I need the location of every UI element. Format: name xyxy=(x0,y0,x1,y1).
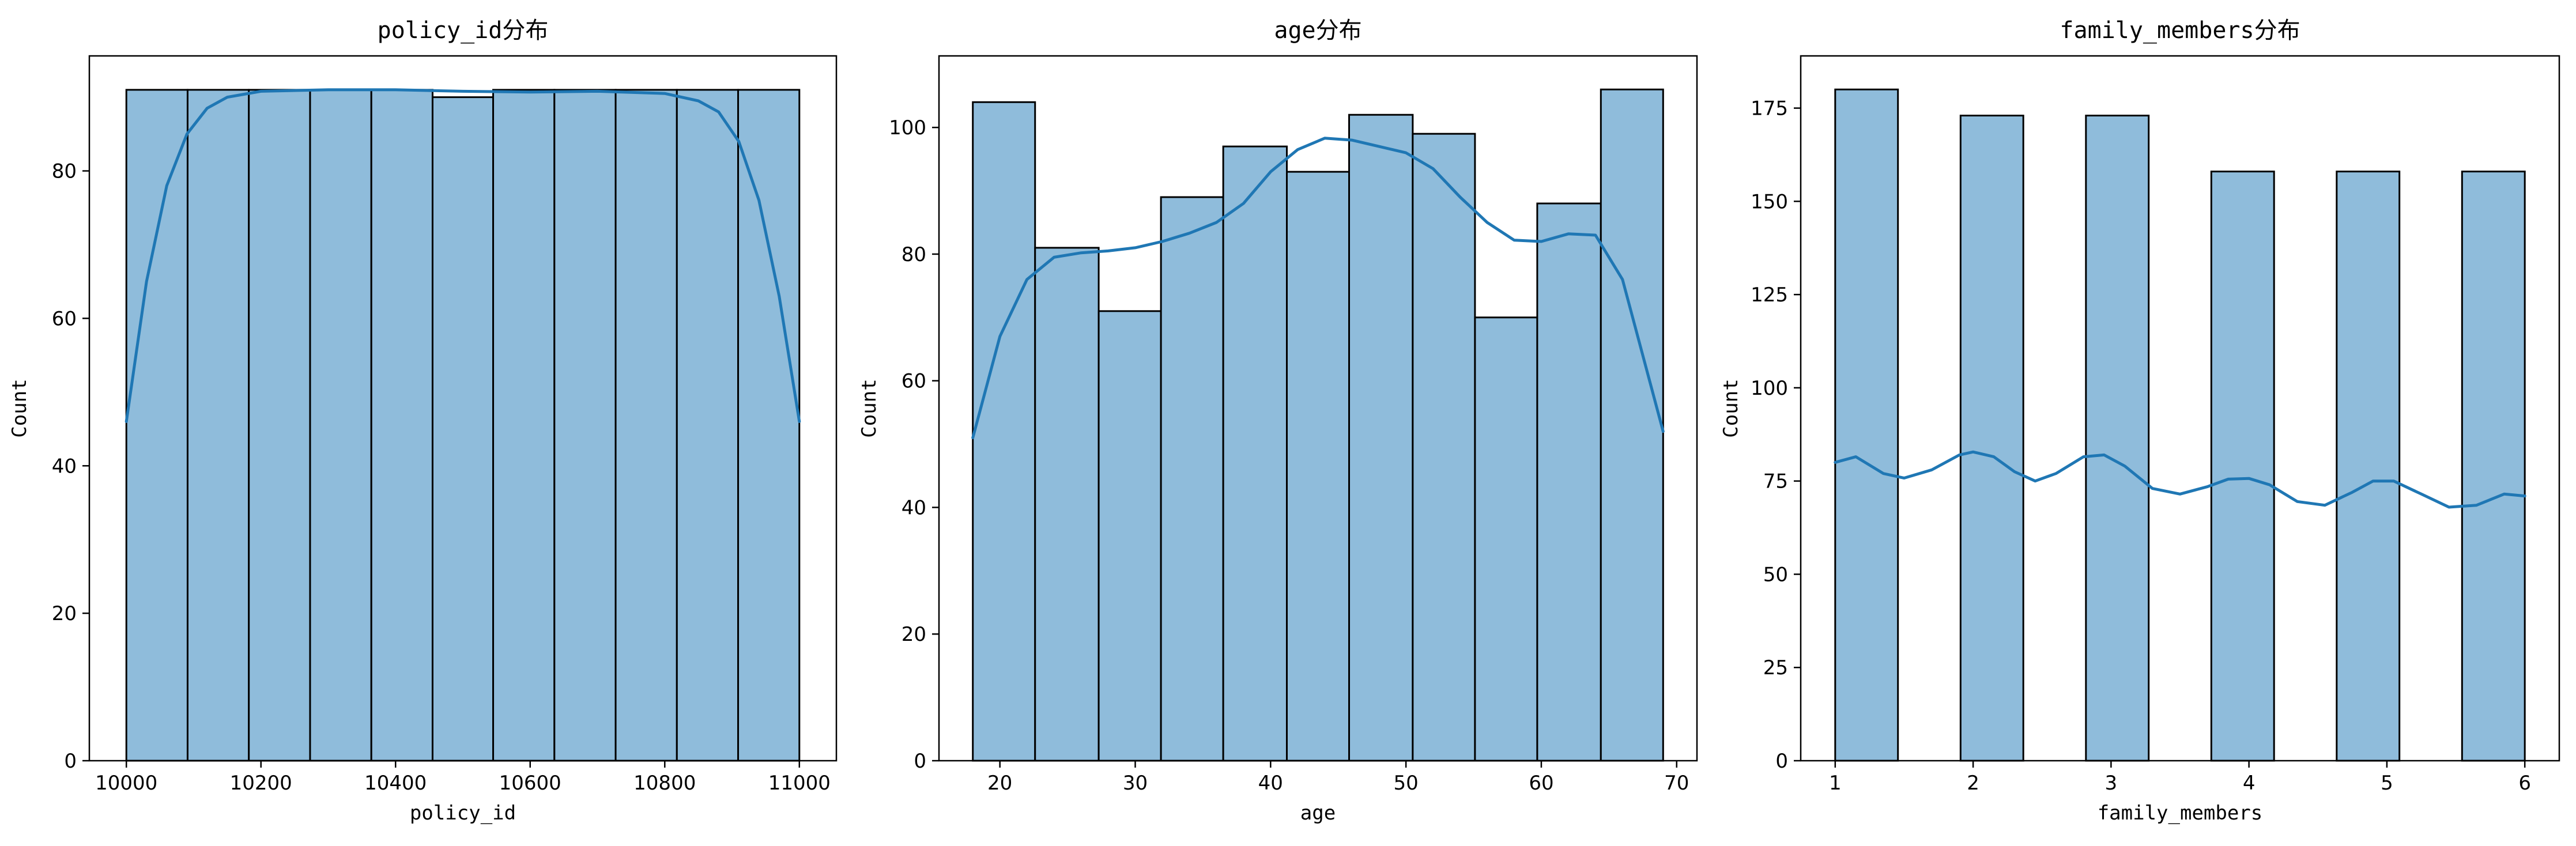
x-tick-label: 10400 xyxy=(364,772,427,795)
histogram-bar xyxy=(737,89,801,762)
y-tick-label: 100 xyxy=(1751,377,1788,400)
x-tick-label: 10800 xyxy=(633,772,696,795)
histogram-bar xyxy=(553,89,617,762)
x-tick-label: 20 xyxy=(987,772,1012,795)
y-axis-label: Count xyxy=(8,379,31,437)
histogram-bar xyxy=(2336,171,2401,762)
histogram-bar xyxy=(186,89,250,762)
histogram-bar xyxy=(2461,171,2526,762)
y-tick-label: 0 xyxy=(1775,750,1788,773)
y-tick-label: 40 xyxy=(902,496,926,519)
histogram-bar xyxy=(2210,171,2275,762)
x-tick-label: 5 xyxy=(2381,772,2393,795)
histogram-bar xyxy=(1412,133,1476,762)
histogram-bar xyxy=(492,89,556,762)
y-tick-label: 0 xyxy=(64,750,77,773)
histogram-bar xyxy=(1348,114,1414,762)
chart-title: family_members分布 xyxy=(2060,17,2300,44)
histogram-bar xyxy=(309,89,372,762)
y-tick-label: 80 xyxy=(52,160,77,183)
x-tick-label: 2 xyxy=(1967,772,1979,795)
histogram-bar xyxy=(1834,88,1899,762)
x-axis-label: policy_id xyxy=(410,802,516,825)
axes-frame xyxy=(938,55,1698,762)
y-tick-label: 80 xyxy=(902,243,926,266)
histogram-bar xyxy=(972,101,1036,762)
histogram-bar xyxy=(125,89,188,762)
histogram-bar xyxy=(1600,88,1664,762)
histogram-bar xyxy=(614,89,678,762)
histogram-bar xyxy=(1222,145,1288,762)
x-tick-label: 50 xyxy=(1394,772,1419,795)
y-tick-label: 100 xyxy=(889,116,926,139)
x-tick-label: 3 xyxy=(2105,772,2118,795)
axes-frame xyxy=(88,55,838,762)
y-tick-label: 60 xyxy=(902,370,926,393)
histogram-bar xyxy=(1474,316,1538,762)
kde-curve xyxy=(125,88,801,423)
x-tick-label: 60 xyxy=(1529,772,1553,795)
y-tick-label: 60 xyxy=(52,307,77,330)
y-axis-label: Count xyxy=(858,379,881,437)
axes-frame xyxy=(1800,55,2560,762)
x-tick-label: 11000 xyxy=(768,772,831,795)
y-tick-label: 20 xyxy=(52,602,77,625)
x-tick-label: 40 xyxy=(1258,772,1283,795)
chart-title: policy_id分布 xyxy=(378,17,549,44)
y-tick-label: 25 xyxy=(1763,656,1788,679)
y-tick-label: 50 xyxy=(1763,563,1788,586)
histogram-bar xyxy=(370,89,433,762)
policy-id-histogram: 10000 10200 10400 10600 10800 11000 0 20 40 60 80 p… xyxy=(8,17,838,825)
x-tick-label: 6 xyxy=(2518,772,2531,795)
y-tick-label: 40 xyxy=(52,455,77,478)
x-tick-label: 10600 xyxy=(499,772,561,795)
histogram-bar xyxy=(248,89,311,762)
histogram-bar xyxy=(2085,115,2150,762)
histogram-bar xyxy=(1034,247,1100,762)
x-tick-label: 1 xyxy=(1829,772,1842,795)
y-tick-label: 75 xyxy=(1763,470,1788,493)
histogram-bar xyxy=(1959,115,2024,762)
age-histogram: 20 30 40 50 60 70 0 20 40 60 80 100 age分布 age Count xyxy=(858,17,1698,825)
histogram-bar xyxy=(1097,310,1162,762)
x-tick-label: 70 xyxy=(1664,772,1689,795)
histogram-bar xyxy=(1536,202,1602,762)
y-tick-label: 175 xyxy=(1751,97,1788,120)
x-axis-label: family_members xyxy=(2098,802,2263,825)
x-axis-label: age xyxy=(1300,802,1336,825)
histogram-bar xyxy=(431,96,495,762)
x-tick-label: 10000 xyxy=(95,772,157,795)
x-tick-label: 30 xyxy=(1123,772,1148,795)
histogram-bar xyxy=(676,89,740,762)
histogram-bar xyxy=(1285,171,1351,762)
y-axis-label: Count xyxy=(1719,379,1743,437)
y-tick-label: 125 xyxy=(1751,284,1788,307)
chart-title: age分布 xyxy=(1274,17,1361,44)
x-tick-label: 10200 xyxy=(230,772,292,795)
kde-curve xyxy=(1834,450,2526,509)
y-tick-label: 150 xyxy=(1751,190,1788,213)
kde-curve xyxy=(971,137,1665,440)
x-tick-label: 4 xyxy=(2243,772,2256,795)
family-members-histogram: 1 2 3 4 5 6 0 25 50 75 100 125 150 175 family_members分… xyxy=(1719,17,2560,825)
y-tick-label: 0 xyxy=(914,750,926,773)
histogram-bar xyxy=(1160,196,1224,762)
y-tick-label: 20 xyxy=(902,623,926,646)
